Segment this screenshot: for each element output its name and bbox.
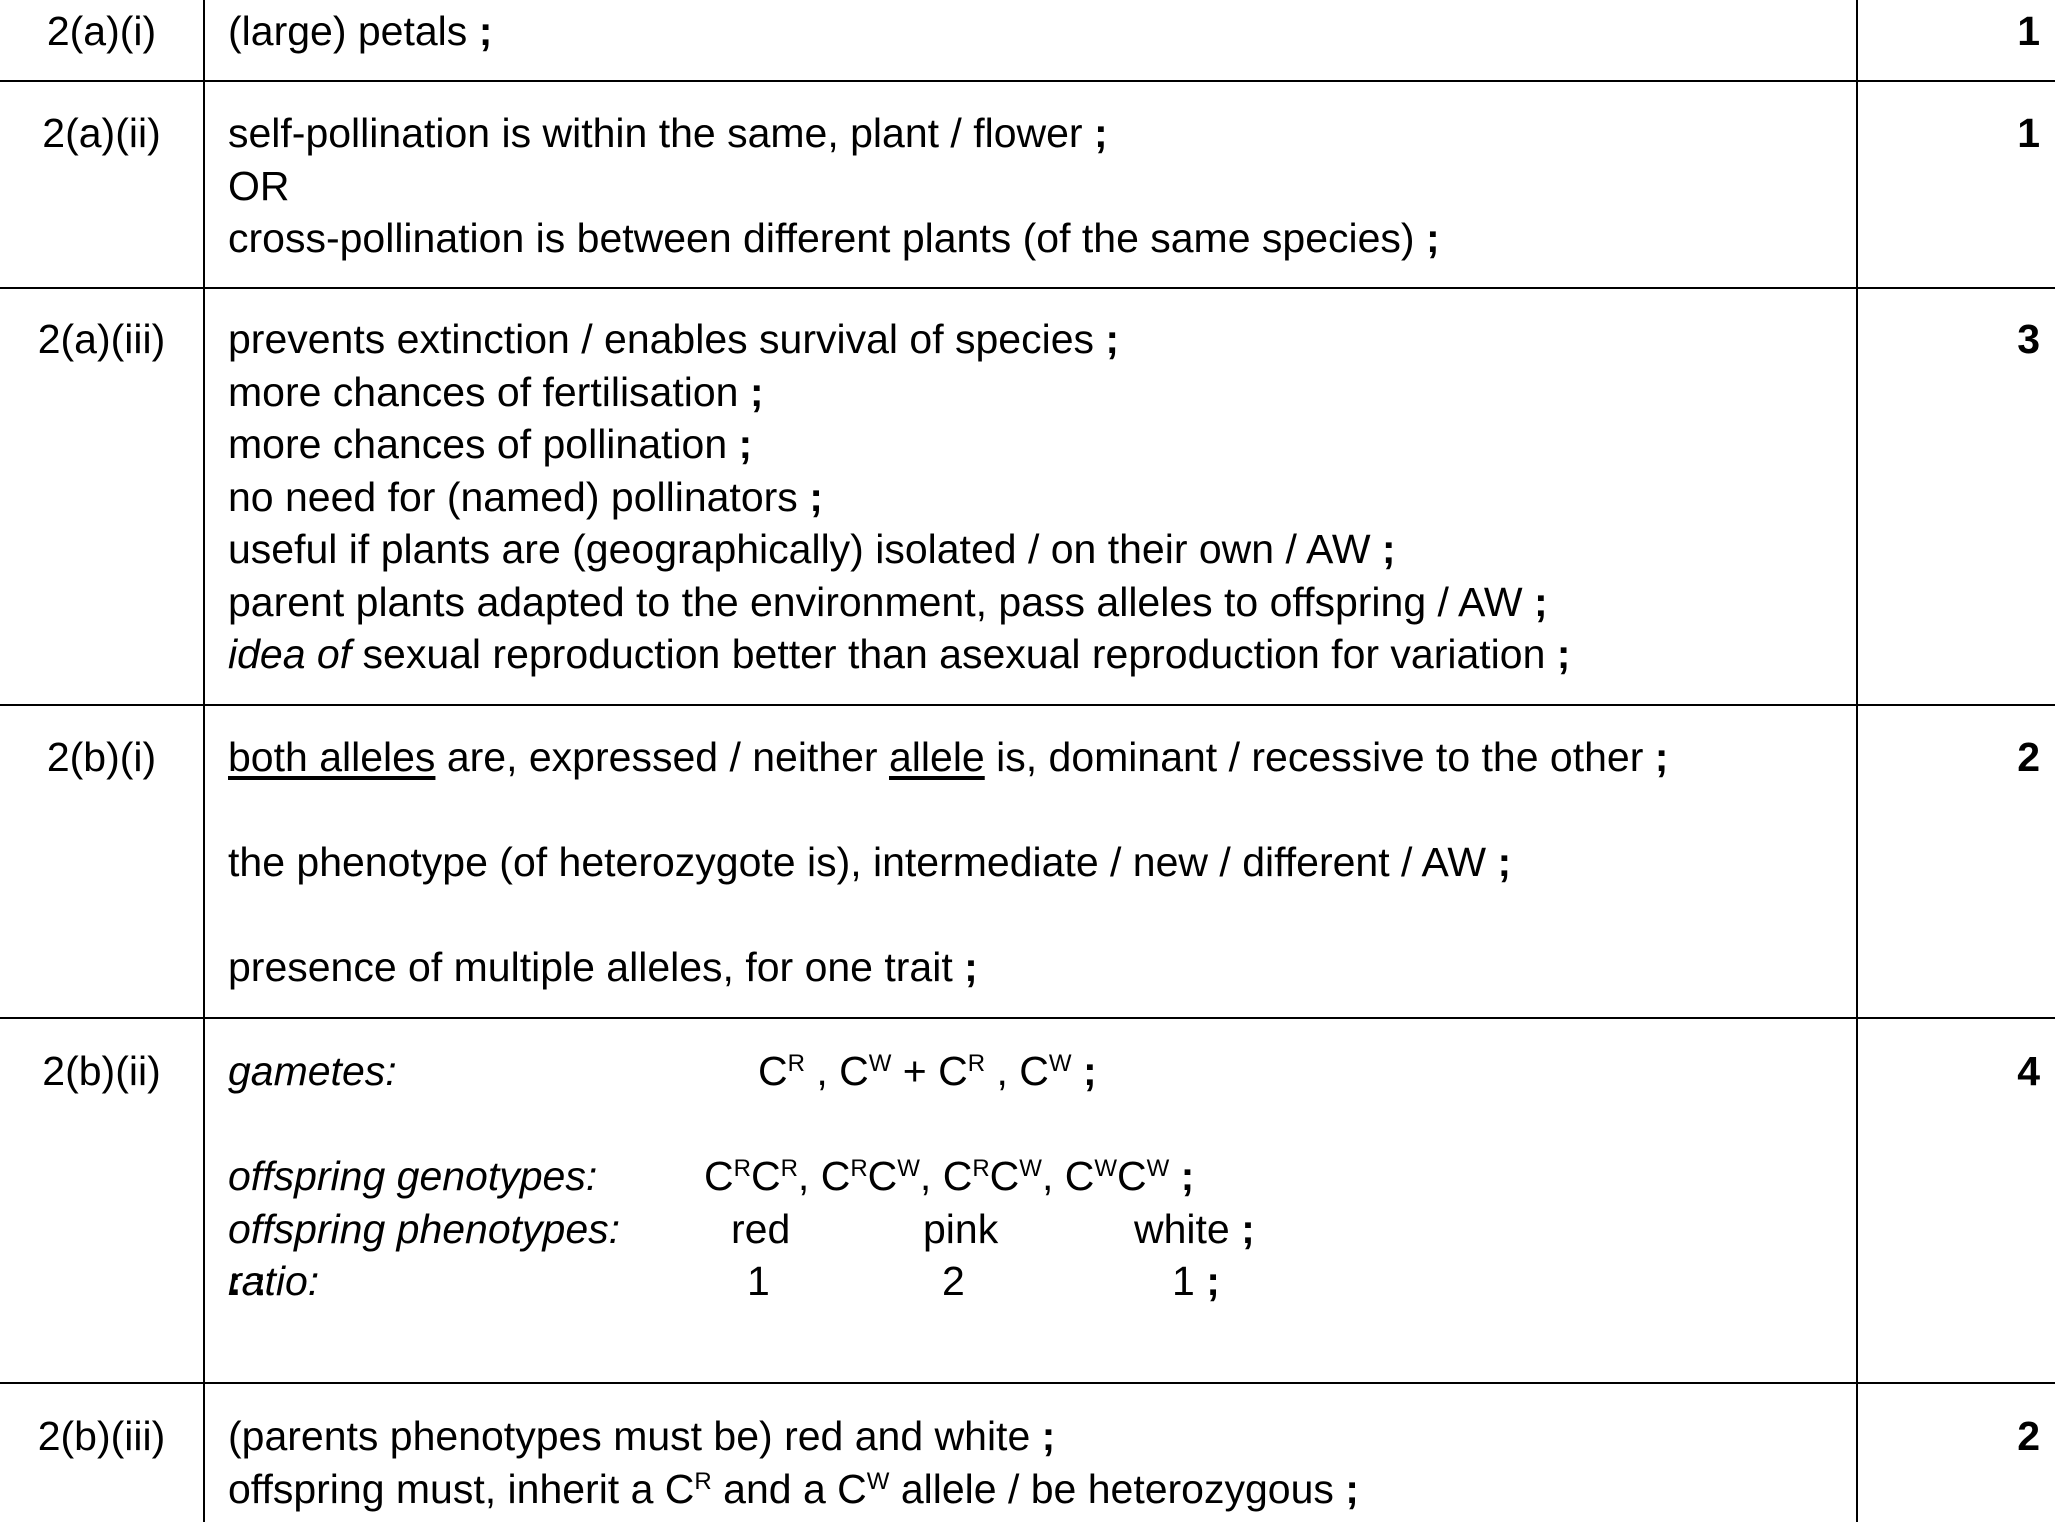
phenotypes-line: offspring phenotypes: red pink white ; [228,1203,1828,1256]
ratio-line: ratio: 1 : 2 : 1 ; [228,1255,1828,1308]
answer-line: prevents extinction / enables survival o… [228,316,1120,362]
answer-line: useful if plants are (geographically) is… [228,526,1396,572]
gametes-line: gametes: CR , CW + CR , CW ; [228,1045,1828,1098]
answer-line: both alleles are, expressed / neither al… [228,734,1669,780]
marks-value: 2 [2017,1413,2040,1459]
answer-line: (parents phenotypes must be) red and whi… [228,1413,1056,1459]
ratio-value: 2 [942,1258,965,1304]
row-divider [0,1017,2055,1019]
answer-line: idea of sexual reproduction better than … [228,631,1571,677]
ratio-separator: : [228,1258,242,1304]
answer-line: offspring must, inherit a CR and a CW al… [228,1465,1359,1512]
gametes-label: gametes: [228,1048,397,1094]
question-number: 2(b)(iii) [37,1413,166,1459]
ratio-separator: : [253,1258,267,1304]
answer-line: no need for (named) pollinators ; [228,473,823,520]
row-divider [0,80,2055,82]
answer-cell: (parents phenotypes must be) red and whi… [228,1410,1828,1515]
answer-cell: self-pollination is within the same, pla… [228,107,1828,265]
phenotypes-label: offspring phenotypes: [228,1205,621,1252]
marks-value: 4 [2017,1048,2040,1094]
column-divider-right [1856,0,1858,1522]
row-divider [0,704,2055,706]
ratio-value: 1 ; [1172,1258,1220,1304]
row-divider [0,287,2055,289]
question-number: 2(b)(i) [46,734,157,780]
answer-line: cross-pollination is between different p… [228,215,1440,261]
column-divider-left [203,0,205,1522]
answer-cell: prevents extinction / enables survival o… [228,313,1828,681]
answer-cell: (large) petals ; [228,5,1828,58]
answer-line: more chances of pollination ; [228,421,753,467]
ratio-value: 1 [747,1258,770,1304]
question-number: 2(a)(ii) [42,110,161,156]
answer-cell: gametes: CR , CW + CR , CW ; offspring g… [228,1045,1828,1308]
marks-value: 2 [2017,734,2040,780]
answer-line: the phenotype (of heterozygote is), inte… [228,839,1512,885]
phenotype-white: white ; [1134,1205,1255,1252]
question-number: 2(a)(i) [46,8,157,54]
gametes-value: CR , CW + CR , CW ; [758,1048,1097,1094]
phenotype-red: red [731,1205,791,1252]
genotypes-label: offspring genotypes: [228,1153,598,1199]
answer-line: OR [228,162,290,209]
row-divider [0,1382,2055,1384]
genotypes-line: offspring genotypes: CRCR, CRCW, CRCW, C… [228,1150,1828,1203]
answer-line: (large) petals ; [228,8,493,54]
answer-line: more chances of fertilisation ; [228,368,764,415]
answer-cell: both alleles are, expressed / neither al… [228,731,1828,994]
question-number: 2(a)(iii) [37,316,166,362]
marks-value: 3 [2017,316,2040,362]
answer-line: self-pollination is within the same, pla… [228,110,1108,156]
answer-line: parent plants adapted to the environment… [228,578,1548,625]
marks-value: 1 [2017,110,2040,156]
question-number: 2(b)(ii) [42,1048,161,1094]
genotypes-value: CRCR, CRCW, CRCW, CWCW ; [704,1153,1195,1199]
phenotype-pink: pink [923,1205,999,1252]
marks-value: 1 [2017,8,2040,54]
ratio-label: ratio: [228,1258,320,1304]
answer-line: presence of multiple alleles, for one tr… [228,944,978,990]
